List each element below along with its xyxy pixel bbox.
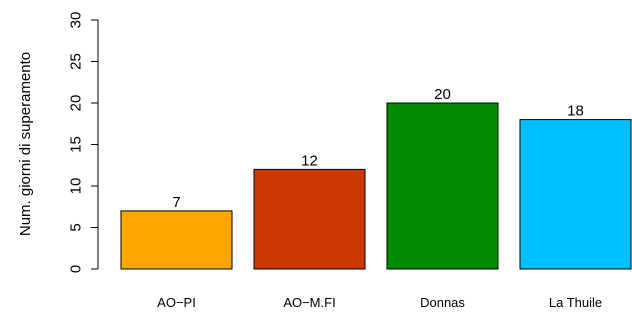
bar-value-label: 12 [301, 152, 318, 169]
bar-value-labels: 7 12 20 18 [172, 86, 584, 211]
bar [253, 168, 366, 270]
y-tick-label: 0 [68, 265, 85, 273]
bar [386, 102, 499, 270]
category-label: Donnas [420, 295, 465, 310]
category-label: La Thuile [549, 295, 602, 310]
y-tick-label: 10 [68, 178, 85, 195]
y-tick-label: 15 [68, 136, 85, 153]
y-tick-label: 30 [68, 12, 85, 29]
y-tick-label: 20 [68, 95, 85, 112]
bars [120, 102, 632, 270]
bar [519, 119, 632, 270]
bar-value-label: 7 [172, 194, 180, 211]
bar [120, 210, 233, 270]
bar-value-label: 18 [567, 103, 584, 120]
y-tick-label: 5 [68, 223, 85, 231]
x-axis-labels: AO−PI AO−M.FI Donnas La Thuile [157, 295, 602, 310]
category-label: AO−PI [157, 295, 196, 310]
category-label: AO−M.FI [283, 295, 335, 310]
bar-value-label: 20 [434, 86, 451, 103]
y-tick-label: 25 [68, 53, 85, 70]
y-axis: 0 5 10 15 20 25 30 [68, 12, 99, 273]
y-axis-title: Num. giorni di superamento [17, 52, 34, 236]
